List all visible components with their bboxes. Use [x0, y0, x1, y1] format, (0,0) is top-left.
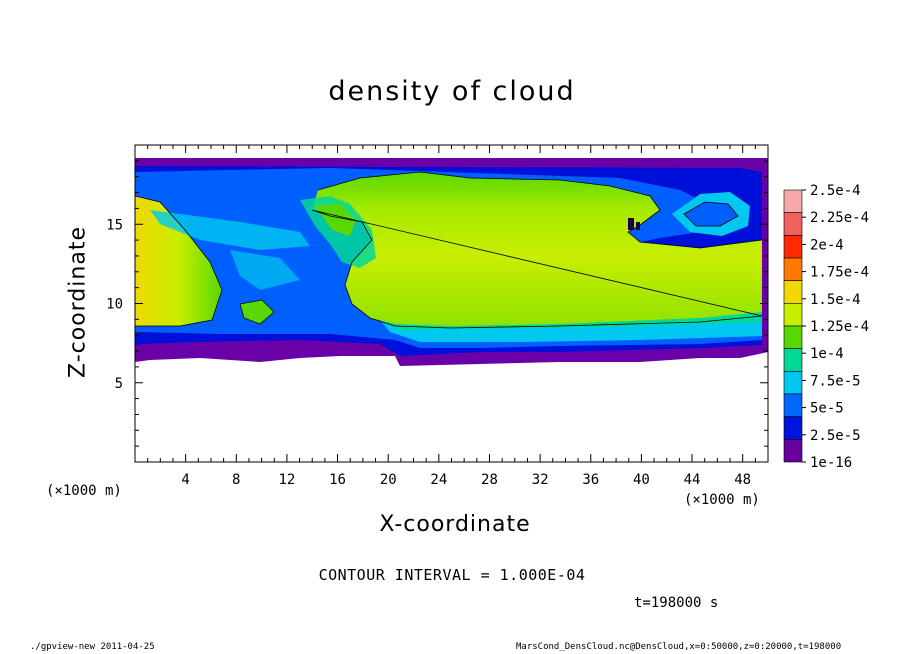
- speck: [636, 222, 640, 230]
- main-cloud-region: [312, 172, 762, 326]
- right-vortex-core: [684, 202, 738, 226]
- speck: [628, 218, 634, 230]
- x-tick-label: 48: [734, 472, 751, 488]
- colorbar-swatch: [783, 325, 803, 349]
- contour-line: [683, 201, 739, 227]
- x-tick-label: 16: [329, 472, 346, 488]
- left-streak: [150, 210, 310, 250]
- y-axis-ticks: 5 10 15: [106, 160, 768, 447]
- footer-left: ./gpview-new 2011-04-25: [30, 642, 155, 652]
- x-axis-unit: (×1000 m): [684, 492, 760, 508]
- colorbar: 2.5e-4 2.25e-4 2e-4 1.75e-4 1.5e-4 1.25e-4 1e-…: [783, 183, 869, 471]
- y-axis-unit: (×1000 m): [46, 483, 122, 499]
- colorbar-label: 1.5e-4: [810, 292, 861, 308]
- colorbar-swatch: [783, 303, 803, 327]
- colorbar-label: 1.75e-4: [810, 265, 869, 281]
- colorbar-label: 5e-5: [810, 401, 844, 417]
- left-hot-region: [135, 196, 222, 326]
- x-tick-label: 24: [430, 472, 447, 488]
- colorbar-swatch: [783, 235, 803, 259]
- left-pocket: [240, 300, 274, 324]
- x-tick-label: 20: [380, 472, 397, 488]
- colorbar-swatch: [783, 212, 803, 236]
- y-tick-label: 15: [106, 217, 123, 233]
- chart-title: density of cloud: [328, 76, 576, 107]
- x-tick-label: 36: [582, 472, 599, 488]
- colorbar-label: 7.5e-5: [810, 373, 861, 389]
- colorbar-label: 2e-4: [810, 237, 844, 253]
- time-label: t=198000 s: [634, 595, 719, 611]
- colorbar-swatch: [783, 393, 803, 417]
- y-tick-label: 10: [106, 297, 123, 313]
- x-tick-label: 28: [481, 472, 498, 488]
- contour-interval: CONTOUR INTERVAL = 1.000E-04: [318, 566, 586, 584]
- x-tick-label: 8: [232, 472, 240, 488]
- colorbar-swatch: [783, 416, 803, 440]
- x-tick-label: 32: [532, 472, 549, 488]
- x-tick-label: 12: [278, 472, 295, 488]
- vortex-core: [315, 204, 356, 236]
- colorbar-label: 1e-4: [810, 346, 844, 362]
- x-axis-label: X-coordinate: [379, 512, 531, 537]
- colorbar-swatch: [783, 280, 803, 304]
- x-tick-label: 40: [633, 472, 650, 488]
- colorbar-swatch: [783, 189, 803, 213]
- field-layer: [135, 158, 768, 366]
- colorbar-label: 1.25e-4: [810, 319, 869, 335]
- x-tick-label: 44: [684, 472, 701, 488]
- contour-line: [135, 195, 223, 327]
- colorbar-label: 2.25e-4: [810, 210, 869, 226]
- contour-line: [239, 299, 275, 325]
- y-axis-label: Z-coordinate: [65, 226, 91, 378]
- colorbar-label: 2.5e-4: [810, 183, 861, 199]
- colorbar-label: 1e-16: [810, 455, 852, 471]
- y-tick-label: 5: [115, 376, 123, 392]
- colorbar-label: 2.5e-5: [810, 428, 861, 444]
- colorbar-swatch: [783, 371, 803, 395]
- contour-line: [311, 171, 763, 329]
- colorbar-swatch: [783, 439, 803, 463]
- x-axis-ticks: 4 8 12 16 20 24 28 32 36 40 44 48: [147, 145, 756, 488]
- footer-right: MarsCond_DensCloud.nc@DensCloud,x=0:5000…: [516, 642, 842, 652]
- colorbar-swatch: [783, 257, 803, 281]
- colorbar-swatch: [783, 348, 803, 372]
- x-tick-label: 4: [181, 472, 189, 488]
- left-streak: [230, 250, 300, 290]
